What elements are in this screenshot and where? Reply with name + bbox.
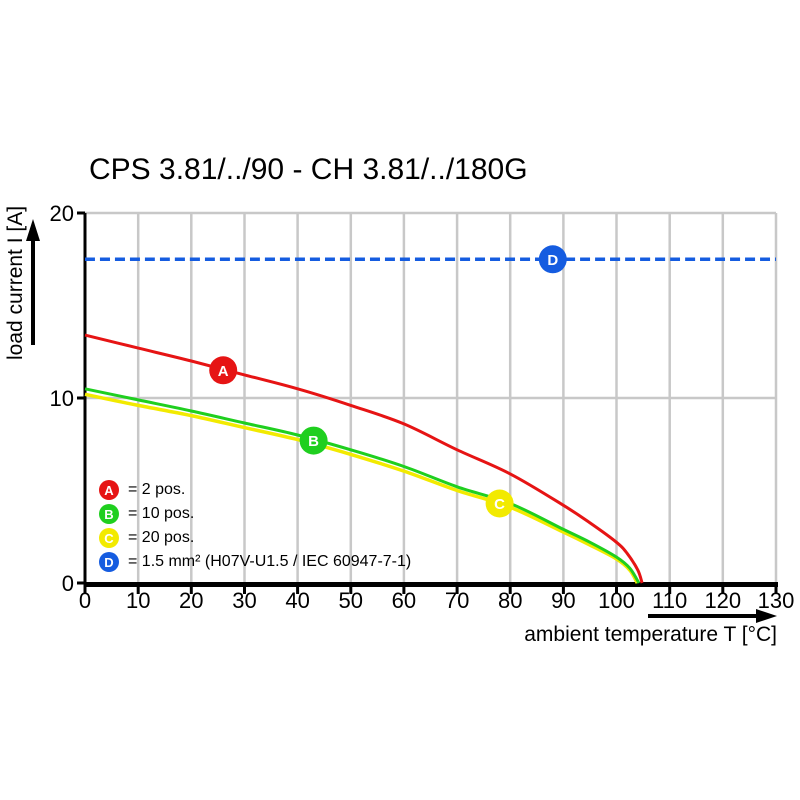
x-tick-label: 40 [285, 588, 309, 613]
x-tick-label: 100 [598, 588, 635, 613]
y-axis-arrow [26, 219, 40, 345]
curve-C [84, 392, 639, 584]
y-tick-label: 0 [62, 571, 74, 596]
marker-letter-B: B [308, 433, 319, 450]
chart-title: CPS 3.81/../90 - CH 3.81/../180G [89, 153, 528, 186]
x-tick-label: 110 [652, 588, 687, 613]
legend: A = 2 pos. B = 10 pos. C = 20 pos. D = 1.5 mm² … [99, 480, 411, 572]
curve-A [84, 333, 644, 584]
marker-D [538, 245, 567, 274]
marker-letter-C: C [494, 496, 505, 513]
x-tick-label: 10 [126, 588, 150, 613]
y-tick-label: 20 [50, 201, 74, 226]
legend-marker-C: C [99, 528, 119, 548]
legend-label-B: = 10 pos. [128, 505, 195, 522]
x-tick-label: 20 [179, 588, 203, 613]
legend-item-A: A = 2 pos. [99, 480, 411, 500]
x-tick-label: 60 [392, 588, 416, 613]
legend-marker-A: A [99, 480, 119, 500]
legend-marker-B: B [99, 504, 119, 524]
x-tick-label: 80 [498, 588, 522, 613]
legend-item-D: D = 1.5 mm² (H07V-U1.5 / IEC 60947-7-1) [99, 552, 411, 572]
marker-B [299, 426, 328, 455]
legend-item-B: B = 10 pos. [99, 504, 411, 524]
x-tick-label: 70 [445, 588, 469, 613]
marker-A [209, 356, 238, 385]
x-tick-label: 0 [79, 588, 91, 613]
legend-label-D: = 1.5 mm² (H07V-U1.5 / IEC 60947-7-1) [128, 553, 412, 570]
y-axis-label: load current I [A] [4, 206, 27, 360]
legend-marker-D: D [99, 552, 119, 572]
x-tick-label: 120 [704, 588, 741, 613]
legend-label-A: = 2 pos. [128, 481, 186, 498]
x-tick-label: 90 [551, 588, 575, 613]
x-tick-label: 50 [339, 588, 363, 613]
y-tick-label: 10 [50, 386, 74, 411]
legend-item-C: C = 20 pos. [99, 528, 411, 548]
curve-B [84, 387, 641, 584]
marker-letter-A: A [218, 363, 229, 380]
marker-letter-D: D [547, 252, 558, 269]
x-axis-label: ambient temperature T [°C] [524, 623, 777, 646]
x-tick-label: 30 [232, 588, 256, 613]
x-tick-label: 130 [758, 588, 795, 613]
marker-C [485, 489, 514, 518]
x-axis-arrow [648, 609, 777, 623]
legend-label-C: = 20 pos. [128, 529, 195, 546]
